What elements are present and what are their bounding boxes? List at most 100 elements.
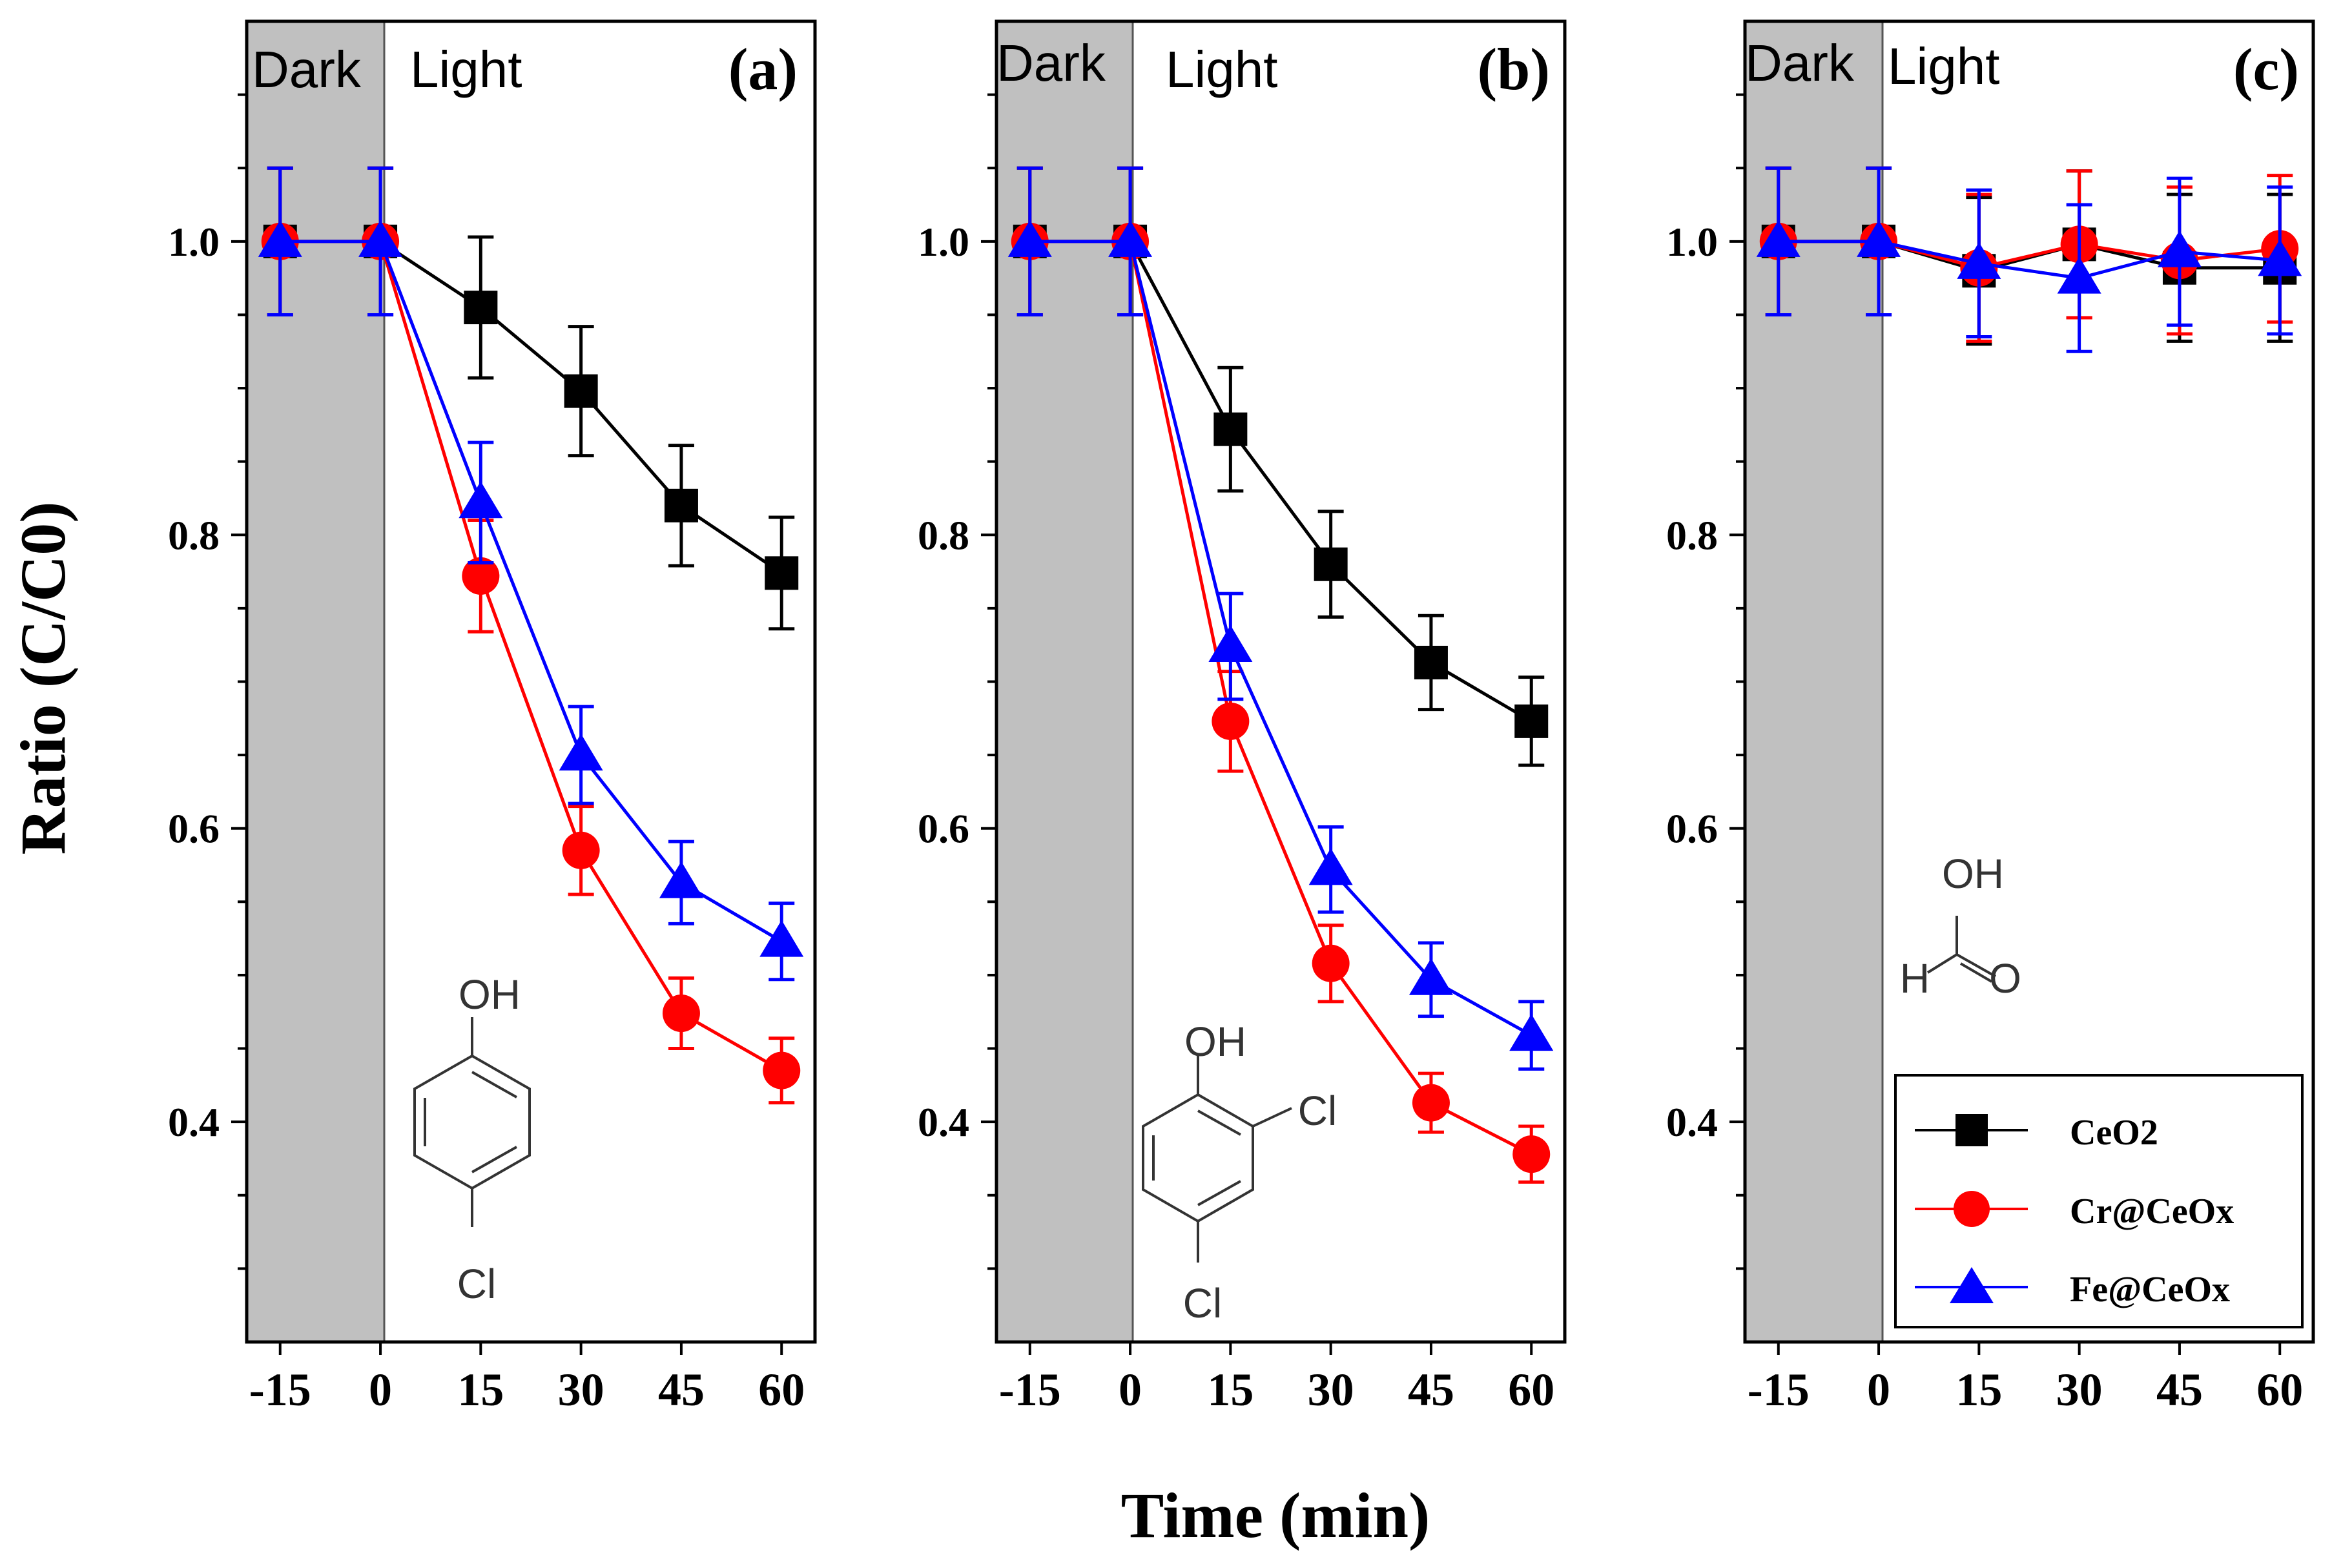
data-point-fe-ceox [759,920,804,957]
x-tick-label: 60 [2256,1364,2303,1416]
molecule-label-cl-ortho: Cl [1298,1088,1337,1134]
legend: CeO2 Cr@CeOx Fe@CeOx [1894,1074,2304,1328]
panel-b: Dark Light (b) -15 0 15 30 45 600.40.60.81.0 … [918,19,1567,1416]
molecule-formic-acid [1926,916,1996,983]
molecule-label-cl-para: Cl [1183,1280,1222,1326]
molecule-2-4-dichlorophenol [1142,1056,1292,1263]
data-point-fe-ceox [2057,256,2101,294]
data-point-fe-ceox [2157,230,2202,267]
data-point-ceo2 [564,374,598,408]
panel-label: (a) [728,36,798,102]
x-tick-label: 0 [1867,1364,1890,1416]
series-layer [1007,166,1554,1184]
molecule-4-chlorophenol [413,1017,531,1227]
molecule-label-h: H [1900,955,1930,1002]
x-axis-title: Time (min) [1121,1480,1430,1551]
data-point-ceo2 [664,488,698,522]
data-point-ceo2 [1514,704,1549,738]
legend-label: Fe@CeOx [2070,1270,2230,1310]
dark-label: Dark [1745,34,1855,92]
data-point-fe-ceox [1756,220,1801,257]
x-tick-label: 45 [2156,1364,2203,1416]
x-tick-label: 0 [369,1364,392,1416]
x-tick-label: 60 [758,1364,805,1416]
data-point-ceo2 [1414,645,1448,679]
light-label: Light [410,41,522,98]
data-point-ceo2 [1314,547,1348,581]
data-point-fe-ceox [1857,220,1901,257]
legend-label: Cr@CeOx [2070,1191,2234,1232]
data-point-cr-ceox [462,557,500,595]
molecule-label-oh: OH [1184,1018,1246,1065]
molecule-label-oh: OH [459,971,521,1018]
data-point-fe-ceox [1509,1014,1554,1051]
data-point-ceo2 [765,556,799,590]
x-tick-label: 30 [1308,1364,1354,1416]
legend-entry-ceo2: CeO2 [1915,1113,2158,1153]
legend-entry-cr-ceox: Cr@CeOx [1915,1191,2234,1232]
data-point-fe-ceox [2258,239,2302,276]
data-point-fe-ceox [559,734,603,771]
data-point-fe-ceox [358,220,403,257]
light-label: Light [1166,41,1277,98]
data-point-cr-ceox [1412,1084,1450,1122]
dark-region [1745,21,1883,1342]
dark-region [996,21,1133,1342]
molecule-label-cl: Cl [457,1261,496,1307]
dark-label: Dark [252,41,362,98]
data-point-fe-ceox [1408,958,1453,995]
data-point-cr-ceox [662,995,700,1033]
data-point-cr-ceox [1212,702,1250,740]
legend-entry-fe-ceox: Fe@CeOx [1915,1267,2230,1310]
molecule-label-oh: OH [1942,851,2004,897]
dark-region [247,21,384,1342]
x-tick-label: 15 [457,1364,504,1416]
x-tick-label: 45 [658,1364,705,1416]
x-tick-label: 0 [1119,1364,1142,1416]
data-point-fe-ceox [1007,220,1052,257]
data-point-fe-ceox [1108,220,1153,257]
light-label: Light [1888,37,1999,95]
x-tick-label: 30 [558,1364,604,1416]
panel-label: (b) [1478,36,1550,102]
series-line-fe-ceox [1778,240,2280,280]
legend-marker-square [1955,1114,1988,1146]
dark-label: Dark [996,34,1106,92]
data-point-fe-ceox [1208,624,1253,662]
y-tick-label: 0.4 [918,1099,969,1145]
x-tick-label: -15 [999,1364,1061,1416]
y-tick-label: 0.6 [918,806,969,852]
y-tick-label: 1.0 [168,219,220,265]
ticks: -15 0 15 30 45 60 0.4 0.6 0.8 1.0 [918,93,1554,1416]
ticks: -15 0 15 30 45 60 0.4 0.6 0.8 1.0 [1666,93,2303,1416]
data-point-cr-ceox [763,1051,801,1089]
y-tick-label: 1.0 [918,219,969,265]
legend-marker-circle [1954,1191,1990,1227]
data-point-ceo2 [464,291,498,325]
data-point-cr-ceox [562,831,600,869]
x-tick-label: 45 [1408,1364,1454,1416]
x-tick-label: -15 [1748,1364,1810,1416]
series-layer [1756,166,2302,353]
data-point-cr-ceox [1512,1135,1551,1173]
data-point-fe-ceox [659,861,703,898]
y-tick-label: 0.8 [168,512,220,558]
y-tick-label: 0.6 [1666,806,1718,852]
series-layer [258,166,804,1105]
y-axis-title: Ratio (C/C0) [7,501,79,854]
y-tick-label: 0.6 [168,806,220,852]
y-tick-label: 0.4 [168,1099,220,1145]
y-tick-label: 0.4 [1666,1099,1718,1145]
panel-a: Dark Light (a) -15 0 15 30 45 600.40.60.81.0 … [168,19,817,1416]
y-tick-label: 0.8 [918,512,969,558]
ticks: -15 0 15 30 45 60 0.4 0.6 0.8 1.0 [168,93,805,1416]
y-tick-label: 0.8 [1666,512,1718,558]
legend-marker-triangle [1950,1267,1994,1303]
x-tick-label: 15 [1955,1364,2002,1416]
x-tick-label: 30 [2056,1364,2103,1416]
x-tick-label: -15 [249,1364,311,1416]
panel-label: (c) [2233,36,2299,102]
molecule-label-o: O [1989,955,2021,1002]
data-point-ceo2 [1213,412,1248,446]
